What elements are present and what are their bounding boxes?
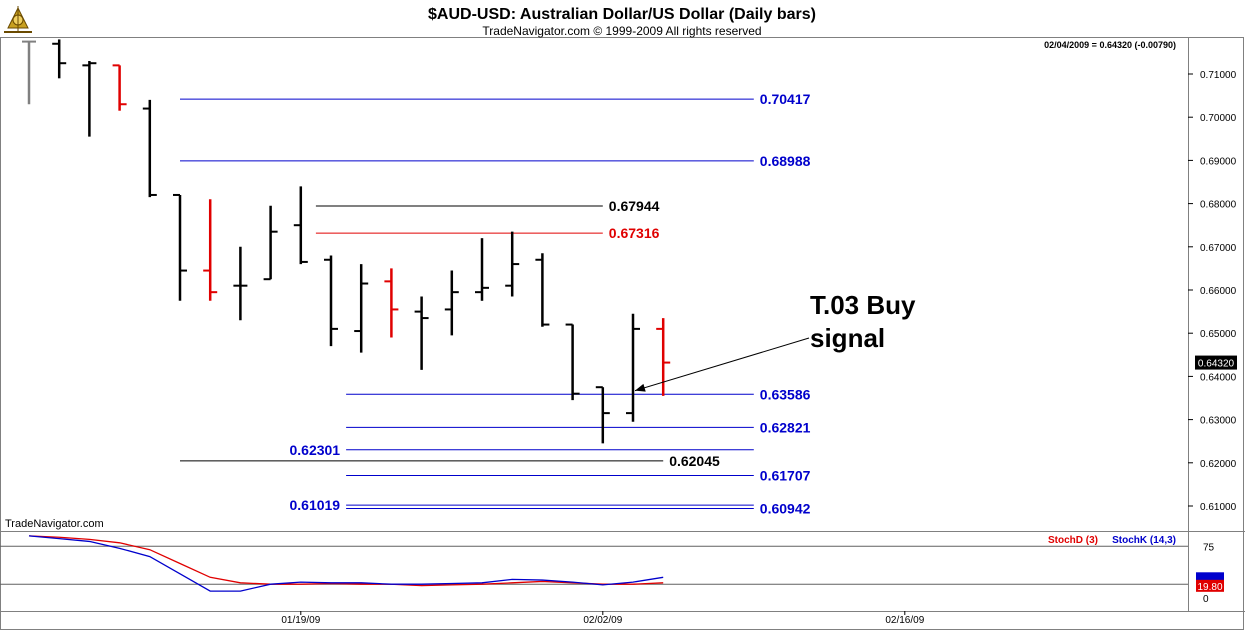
last-price-marker: 0.64320 [1195,355,1237,370]
x-tick-label: 01/19/09 [281,615,320,626]
y-tick-label: 0.71000 [1200,70,1237,81]
fib-level-label: 0.67316 [609,225,660,241]
ohlc-bar [384,268,399,338]
fib-level-label: 0.62301 [289,442,340,458]
buy-signal-arrow [634,337,810,392]
y-tick-label: 0.66000 [1200,286,1237,297]
chart-subtitle: TradeNavigator.com © 1999-2009 All right… [482,24,761,38]
ohlc-bar [82,61,97,137]
stochk-legend: StochK (14,3) [1112,535,1176,546]
stochastic-panel: 75 019.80 [0,535,1224,605]
fib-level-label: 0.68988 [760,153,811,169]
fib-level-label: 0.62821 [760,419,811,435]
ohlc-bar [263,205,278,281]
ohlc-bar [354,264,369,353]
watermark-text: TradeNavigator.com [5,518,104,530]
fib-level-label: 0.60942 [760,501,811,517]
stochd-legend: StochD (3) [1048,535,1098,546]
ohlc-bar [626,313,640,422]
ohlc-bar [52,39,67,79]
ohlc-bar [535,253,550,327]
fib-level-label: 0.61019 [289,497,340,513]
quote-line: 02/04/2009 = 0.64320 (-0.00790) [1044,40,1176,50]
ohlc-bar [173,193,187,301]
ohlc-bar [324,255,338,347]
stoch-y-tick-label: 0 [1203,594,1209,605]
fib-level-label: 0.70417 [760,91,811,107]
stochk-last-box [1196,572,1224,583]
ohlc-bar [414,296,429,370]
date-x-axis: 01/19/09 02/02/09 02/16/09 [281,611,925,626]
price-y-axis: 0.71000 0.70000 0.69000 0.68000 0.67000 0.660… [1188,70,1237,513]
stochd-last-box [1196,579,1224,592]
ohlc-bar [142,99,157,198]
y-tick-label: 0.65000 [1200,329,1237,340]
stoch-series-line [28,535,664,592]
x-tick-label: 02/02/09 [583,615,622,626]
ohlc-bar [444,270,459,336]
ohlc-bar [475,238,489,301]
ohlc-bar [595,386,610,444]
ohlc-bar [22,40,36,105]
ohlc-bar [233,246,248,321]
sextant-logo-icon[interactable] [4,6,32,33]
y-tick-label: 0.69000 [1200,156,1237,167]
ohlc-bar [112,64,127,111]
y-tick-label: 0.67000 [1200,243,1237,254]
ohlc-bar [203,199,218,301]
y-tick-label: 0.68000 [1200,200,1237,211]
ohlc-bar [293,186,308,265]
y-tick-label: 0.62000 [1200,459,1237,470]
y-tick-label: 0.70000 [1200,113,1237,124]
price-panel-border [0,37,1189,532]
fib-level-label: 0.61707 [760,467,811,483]
fib-levels: 0.70417 0.68988 0.67944 0.67316 0.63586 0.628… [180,91,811,517]
x-tick-label: 02/16/09 [885,615,924,626]
stoch-y-tick-label: 75 [1203,542,1215,553]
fib-level-label: 0.62045 [669,453,720,469]
ohlc-bar [505,231,520,297]
ohlc-bars [22,39,671,444]
chart-title: $AUD-USD: Australian Dollar/US Dollar (D… [428,6,816,23]
ohlc-bar [565,323,580,401]
stochd-last-label: 19.80 [1197,582,1222,593]
ohlc-bar [656,318,671,396]
y-tick-label: 0.63000 [1200,416,1237,427]
buy-signal-line2: signal [810,323,885,353]
y-tick-label: 0.61000 [1200,502,1237,513]
fib-level-label: 0.63586 [760,386,811,402]
fib-level-label: 0.67944 [609,198,660,214]
buy-signal-line1: T.03 Buy [810,290,916,320]
stoch-series-line [28,535,664,587]
last-price-label: 0.64320 [1198,359,1235,370]
y-tick-label: 0.64000 [1200,372,1237,383]
